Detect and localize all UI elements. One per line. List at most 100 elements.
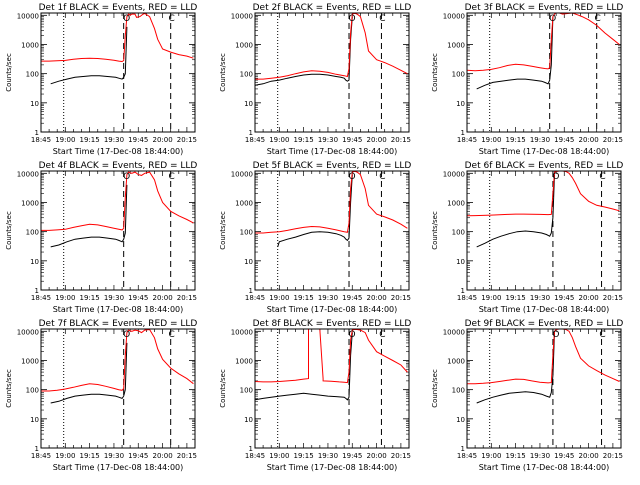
x-tick-label: 20:15 bbox=[391, 294, 411, 302]
panel-data bbox=[41, 329, 194, 404]
x-tick-label: 20:00 bbox=[366, 136, 386, 144]
panel-8: Det 8f BLACK = Events, RED = LLD Counts/s… bbox=[219, 319, 411, 472]
x-axis-label: Start Time (17-Dec-08 18:44:00) bbox=[479, 147, 610, 156]
series-line-lld bbox=[467, 329, 620, 385]
marker-c: C bbox=[169, 172, 175, 182]
panel-data bbox=[255, 13, 408, 86]
marker-c: C bbox=[379, 172, 385, 182]
y-axis-label: Counts/sec bbox=[431, 369, 439, 408]
x-tick-label: 19:30 bbox=[530, 452, 550, 460]
y-tick-label: 1000 bbox=[235, 41, 253, 49]
marker-o: O bbox=[348, 14, 355, 24]
y-tick-label: 1000 bbox=[21, 357, 39, 365]
y-tick-label: 10000 bbox=[231, 12, 253, 20]
x-axis-label: Start Time (17-Dec-08 18:44:00) bbox=[479, 463, 610, 472]
series-line-events bbox=[277, 174, 353, 248]
panel-title: Det 2f BLACK = Events, RED = LLD bbox=[253, 3, 412, 13]
y-tick-label: 10000 bbox=[443, 328, 465, 336]
x-tick-label: 18:45 bbox=[245, 294, 265, 302]
y-tick-label: 10 bbox=[456, 258, 465, 266]
y-tick-label: 100 bbox=[452, 71, 465, 79]
x-tick-label: 19:00 bbox=[269, 294, 289, 302]
y-tick-label: 10000 bbox=[17, 12, 39, 20]
y-tick-label: 10000 bbox=[443, 12, 465, 20]
y-axis-label: Counts/sec bbox=[5, 53, 13, 92]
y-tick-label: 1000 bbox=[21, 41, 39, 49]
series-line-lld bbox=[467, 13, 620, 72]
series-line-events bbox=[50, 342, 128, 404]
y-tick-label: 10 bbox=[30, 258, 39, 266]
y-tick-label: 1 bbox=[461, 129, 465, 137]
x-axis-label: Start Time (17-Dec-08 18:44:00) bbox=[479, 305, 610, 314]
marker-o: O bbox=[552, 172, 559, 182]
series-line-lld bbox=[467, 171, 620, 217]
x-tick-label: 18:45 bbox=[31, 294, 51, 302]
x-tick-label: 19:30 bbox=[104, 294, 124, 302]
series-line-lld bbox=[255, 329, 408, 384]
x-tick-label: 19:00 bbox=[55, 452, 75, 460]
panel-9: Det 9f BLACK = Events, RED = LLD Counts/s… bbox=[431, 319, 623, 472]
y-tick-label: 10 bbox=[456, 416, 465, 424]
series-line-events bbox=[255, 16, 353, 86]
panel-title: Det 3f BLACK = Events, RED = LLD bbox=[465, 3, 624, 13]
y-tick-label: 10 bbox=[244, 416, 253, 424]
x-tick-label: 19:00 bbox=[481, 136, 501, 144]
x-tick-label: 20:15 bbox=[177, 294, 197, 302]
x-tick-label: 20:00 bbox=[152, 136, 172, 144]
y-tick-label: 10 bbox=[456, 100, 465, 108]
panel-title: Det 7f BLACK = Events, RED = LLD bbox=[39, 319, 198, 329]
x-tick-label: 19:30 bbox=[318, 294, 338, 302]
y-tick-label: 100 bbox=[240, 71, 253, 79]
panel-6: Det 6f BLACK = Events, RED = LLD Counts/s… bbox=[431, 161, 623, 314]
panel-frame bbox=[40, 12, 196, 133]
y-tick-label: 10 bbox=[244, 258, 253, 266]
y-tick-label: 10 bbox=[244, 100, 253, 108]
marker-o: O bbox=[123, 330, 130, 340]
x-tick-label: 20:15 bbox=[603, 294, 623, 302]
x-tick-label: 20:15 bbox=[177, 452, 197, 460]
panel-frame bbox=[466, 12, 622, 133]
x-tick-label: 19:00 bbox=[481, 452, 501, 460]
y-tick-label: 10 bbox=[30, 416, 39, 424]
x-tick-label: 19:30 bbox=[530, 294, 550, 302]
series-line-lld bbox=[41, 13, 194, 63]
x-tick-label: 19:15 bbox=[294, 452, 314, 460]
panel-3: Det 3f BLACK = Events, RED = LLD Counts/s… bbox=[431, 3, 623, 156]
marker-c: C bbox=[599, 330, 605, 340]
marker-c: C bbox=[169, 14, 175, 24]
y-tick-label: 100 bbox=[240, 229, 253, 237]
y-tick-label: 1000 bbox=[235, 357, 253, 365]
y-tick-label: 10000 bbox=[231, 170, 253, 178]
marker-o: O bbox=[123, 172, 130, 182]
panel-title: Det 4f BLACK = Events, RED = LLD bbox=[39, 161, 198, 171]
x-tick-label: 19:00 bbox=[269, 452, 289, 460]
y-tick-label: 10000 bbox=[231, 328, 253, 336]
marker-o: O bbox=[348, 330, 355, 340]
panel-title: Det 8f BLACK = Events, RED = LLD bbox=[253, 319, 412, 329]
x-tick-label: 19:45 bbox=[342, 452, 362, 460]
x-tick-label: 19:15 bbox=[80, 294, 100, 302]
y-axis-label: Counts/sec bbox=[219, 369, 227, 408]
x-tick-label: 19:15 bbox=[80, 452, 100, 460]
x-tick-label: 20:00 bbox=[578, 294, 598, 302]
panel-4: Det 4f BLACK = Events, RED = LLD Counts/s… bbox=[5, 161, 197, 314]
x-tick-label: 18:45 bbox=[457, 294, 477, 302]
panel-data bbox=[41, 171, 194, 248]
panel-7: Det 7f BLACK = Events, RED = LLD Counts/s… bbox=[5, 319, 197, 472]
panel-5: Det 5f BLACK = Events, RED = LLD Counts/s… bbox=[219, 161, 411, 314]
y-tick-label: 1000 bbox=[235, 199, 253, 207]
marker-o: O bbox=[549, 14, 556, 24]
panel-2: Det 2f BLACK = Events, RED = LLD Counts/s… bbox=[219, 3, 411, 156]
y-tick-label: 1 bbox=[35, 129, 39, 137]
y-tick-label: 1 bbox=[35, 287, 39, 295]
x-axis-label: Start Time (17-Dec-08 18:44:00) bbox=[53, 147, 184, 156]
x-tick-label: 20:15 bbox=[177, 136, 197, 144]
x-tick-label: 20:15 bbox=[603, 452, 623, 460]
panel-data bbox=[467, 329, 620, 404]
x-tick-label: 18:45 bbox=[31, 452, 51, 460]
x-tick-label: 20:00 bbox=[578, 452, 598, 460]
x-tick-label: 19:45 bbox=[554, 452, 574, 460]
y-tick-label: 1000 bbox=[447, 199, 465, 207]
panel-frame bbox=[254, 12, 410, 133]
